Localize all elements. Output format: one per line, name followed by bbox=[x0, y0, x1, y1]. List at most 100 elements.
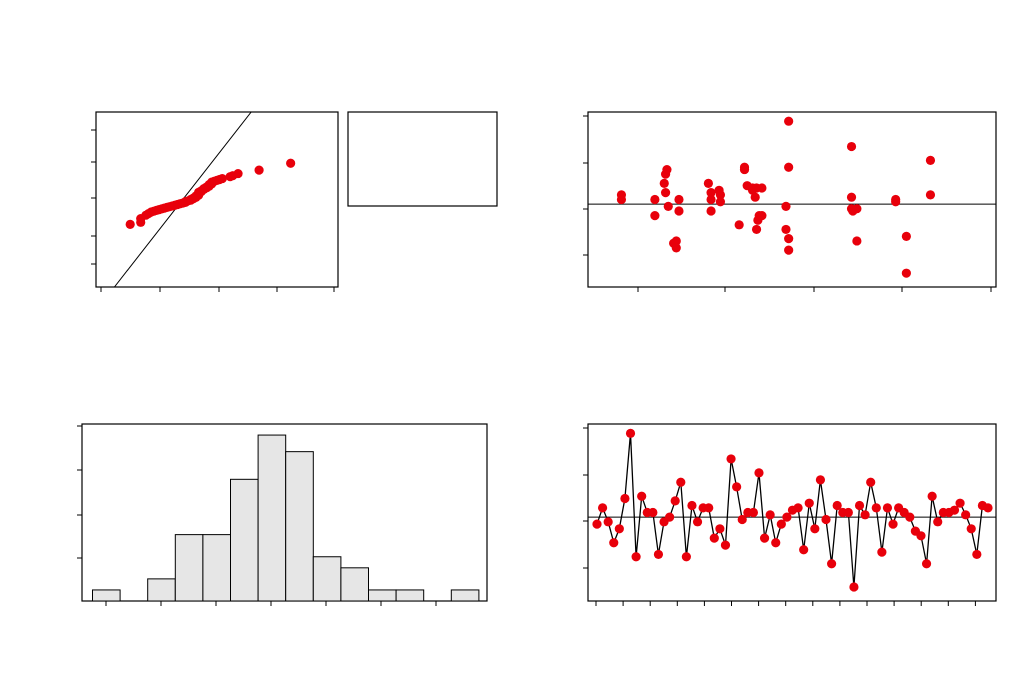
histogram-bar bbox=[230, 478, 259, 602]
histogram-bar bbox=[368, 589, 397, 602]
histogram-bar bbox=[285, 451, 314, 602]
data-point bbox=[254, 165, 264, 175]
data-point bbox=[877, 547, 887, 557]
data-point bbox=[799, 545, 809, 555]
data-point bbox=[765, 510, 775, 520]
data-point bbox=[784, 245, 794, 255]
data-point bbox=[871, 503, 881, 513]
data-point bbox=[821, 514, 831, 525]
data-point bbox=[625, 428, 636, 438]
data-point bbox=[882, 503, 893, 513]
data-point bbox=[949, 505, 960, 515]
data-point bbox=[832, 500, 842, 511]
data-point bbox=[660, 187, 671, 198]
data-point bbox=[961, 510, 971, 520]
data-point bbox=[614, 524, 624, 534]
plot-frame bbox=[587, 423, 997, 602]
data-point bbox=[597, 503, 608, 513]
data-point bbox=[925, 190, 936, 200]
data-point bbox=[901, 268, 911, 278]
data-point bbox=[771, 538, 781, 548]
data-point bbox=[750, 192, 760, 202]
histogram-bar bbox=[174, 534, 204, 602]
data-point bbox=[709, 533, 719, 543]
data-point bbox=[663, 201, 673, 212]
data-point bbox=[983, 503, 993, 513]
residuals-vs-fits-plot bbox=[583, 111, 997, 292]
data-point bbox=[676, 477, 686, 487]
legend-box bbox=[347, 111, 498, 207]
data-point bbox=[706, 206, 716, 216]
histogram-bar bbox=[340, 567, 369, 602]
data-point bbox=[715, 197, 726, 207]
data-point bbox=[793, 503, 803, 513]
data-point bbox=[815, 475, 826, 485]
data-point bbox=[921, 559, 932, 569]
histogram-bar bbox=[202, 534, 231, 602]
data-point bbox=[866, 477, 876, 487]
data-point bbox=[286, 158, 296, 168]
histogram-bar bbox=[450, 589, 480, 602]
data-point bbox=[726, 454, 736, 464]
data-point bbox=[653, 549, 664, 560]
data-point bbox=[665, 512, 675, 522]
data-point bbox=[592, 519, 602, 529]
histogram-bar bbox=[92, 589, 121, 602]
data-point bbox=[925, 155, 936, 165]
data-point bbox=[916, 531, 926, 541]
data-point bbox=[843, 507, 853, 518]
data-point bbox=[720, 540, 731, 550]
normal-probability-plot bbox=[91, 111, 339, 292]
data-point bbox=[972, 549, 982, 560]
data-point bbox=[810, 524, 820, 534]
data-point bbox=[704, 503, 714, 513]
data-point bbox=[739, 164, 750, 175]
data-point bbox=[706, 187, 716, 198]
data-point bbox=[703, 178, 713, 188]
data-point bbox=[734, 220, 744, 230]
data-point bbox=[846, 141, 857, 152]
data-point bbox=[784, 116, 794, 126]
data-point bbox=[637, 491, 647, 501]
histogram-plot bbox=[77, 423, 488, 606]
data-point bbox=[846, 192, 857, 202]
data-point bbox=[603, 517, 613, 527]
data-point bbox=[933, 517, 943, 527]
data-point bbox=[662, 164, 672, 175]
data-point bbox=[737, 514, 747, 525]
data-point bbox=[852, 204, 862, 214]
data-point bbox=[804, 498, 814, 508]
data-point bbox=[891, 197, 901, 207]
data-point bbox=[852, 236, 862, 246]
data-point bbox=[631, 552, 641, 562]
data-point bbox=[233, 168, 243, 179]
data-point bbox=[781, 201, 791, 212]
data-point bbox=[827, 559, 837, 569]
data-point bbox=[650, 211, 660, 221]
data-point bbox=[966, 524, 976, 534]
data-point bbox=[784, 234, 794, 244]
data-point bbox=[670, 496, 680, 506]
data-point bbox=[888, 519, 898, 529]
histogram-bar bbox=[395, 589, 425, 602]
data-point bbox=[674, 206, 684, 216]
data-point bbox=[620, 493, 630, 504]
histogram-bar bbox=[312, 556, 342, 602]
data-point bbox=[751, 224, 762, 235]
data-point bbox=[136, 217, 146, 227]
histogram-bar bbox=[257, 434, 287, 602]
data-point bbox=[671, 236, 681, 246]
data-point bbox=[781, 224, 791, 235]
data-point bbox=[905, 512, 915, 522]
data-point bbox=[681, 552, 691, 562]
data-point bbox=[648, 507, 658, 518]
data-point bbox=[732, 482, 742, 492]
data-point bbox=[715, 190, 726, 200]
data-point bbox=[671, 243, 681, 253]
data-point bbox=[782, 512, 792, 522]
data-point bbox=[217, 173, 227, 184]
data-point bbox=[706, 194, 716, 205]
data-point bbox=[854, 500, 865, 511]
data-point bbox=[125, 219, 135, 229]
